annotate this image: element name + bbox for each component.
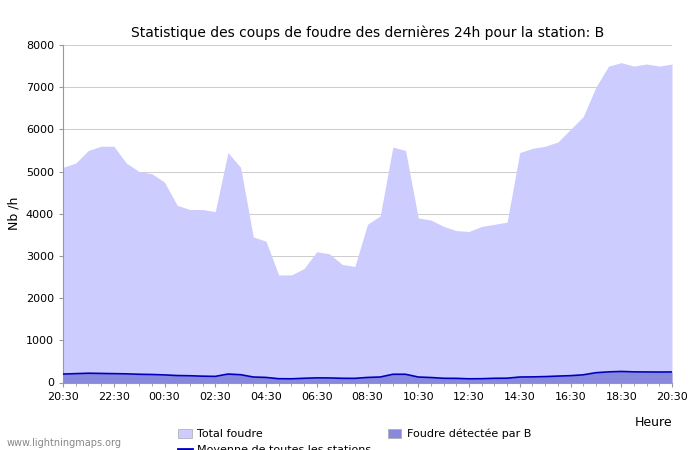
Text: Heure: Heure xyxy=(634,416,672,429)
Y-axis label: Nb /h: Nb /h xyxy=(7,197,20,230)
Legend: Total foudre, Moyenne de toutes les stations, Foudre détectée par B: Total foudre, Moyenne de toutes les stat… xyxy=(178,428,531,450)
Title: Statistique des coups de foudre des dernières 24h pour la station: B: Statistique des coups de foudre des dern… xyxy=(131,25,604,40)
Text: www.lightningmaps.org: www.lightningmaps.org xyxy=(7,438,122,448)
